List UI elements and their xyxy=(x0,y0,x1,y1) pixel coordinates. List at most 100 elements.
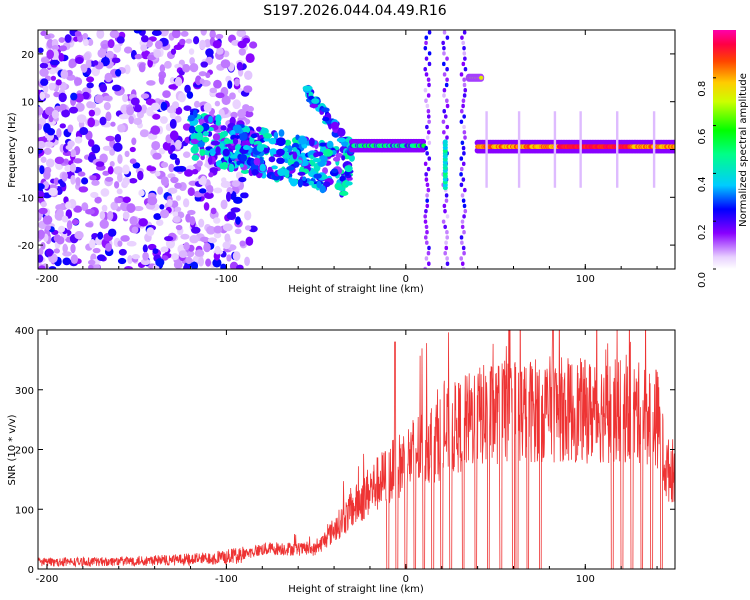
heatmap-cell xyxy=(245,236,254,246)
heatmap-cell xyxy=(71,219,80,226)
heatmap-cell xyxy=(220,180,231,189)
heatmap-cell xyxy=(425,124,429,130)
heatmap-cell xyxy=(276,157,285,165)
heatmap-cell xyxy=(460,140,465,146)
heatmap-cell xyxy=(461,198,466,203)
spectrogram-xtick-label: 100 xyxy=(576,274,595,285)
heatmap-cell xyxy=(321,107,330,113)
colorbar-tick-label: 0.0 xyxy=(697,272,708,288)
heatmap-cell xyxy=(462,214,466,219)
heatmap-cell xyxy=(200,236,209,243)
heatmap-cell xyxy=(83,52,91,61)
heatmap-cell xyxy=(445,235,450,240)
heatmap-cell xyxy=(117,257,127,265)
heatmap-cell xyxy=(158,74,165,85)
heatmap-cell xyxy=(215,146,221,155)
heatmap-cell xyxy=(210,207,217,215)
heatmap-cell xyxy=(253,157,261,166)
heatmap-cell xyxy=(461,98,466,103)
heatmap-cell xyxy=(65,201,72,209)
heatmap-cell xyxy=(245,53,255,64)
heatmap-cell xyxy=(236,30,247,38)
heatmap-cell xyxy=(198,177,207,186)
heatmap-cell xyxy=(215,114,222,123)
heatmap-cell xyxy=(99,116,107,126)
heatmap-cell xyxy=(200,30,207,36)
heatmap-cell xyxy=(49,59,60,66)
heatmap-cell xyxy=(190,138,200,145)
heatmap-cell xyxy=(462,251,466,256)
heatmap-cell xyxy=(427,61,432,67)
heatmap-cell xyxy=(331,168,338,174)
snr-xtick-label: -200 xyxy=(36,574,59,585)
heatmap-cell xyxy=(89,175,97,181)
heatmap-cell xyxy=(427,245,431,251)
heatmap-cell xyxy=(48,82,56,91)
heatmap-cell xyxy=(56,208,64,218)
heatmap-cell xyxy=(199,148,206,157)
heatmap-cell xyxy=(201,136,210,143)
heatmap-cell xyxy=(259,163,266,172)
heatmap-cell xyxy=(339,175,346,182)
heatmap-cell xyxy=(268,156,276,163)
heatmap-cell xyxy=(38,147,43,155)
heatmap-cell xyxy=(96,30,105,39)
heatmap-cell xyxy=(220,199,228,210)
heatmap-cell xyxy=(38,265,46,269)
chart-title: S197.2026.044.04.49.R16 xyxy=(263,3,446,19)
heatmap-cell xyxy=(444,82,449,88)
heatmap-cell xyxy=(445,77,449,82)
heatmap-cell xyxy=(58,225,66,233)
heatmap-cell xyxy=(442,109,447,114)
heatmap-cell xyxy=(423,161,428,167)
heatmap-cell xyxy=(194,124,204,133)
heatmap-cell xyxy=(222,241,231,250)
heatmap-cell xyxy=(87,117,96,128)
heatmap-cell xyxy=(427,82,431,88)
heatmap-cell xyxy=(204,192,214,199)
heatmap-cell xyxy=(182,64,191,73)
heatmap-cell xyxy=(40,57,50,64)
heatmap-cell xyxy=(339,190,349,197)
heatmap-cell xyxy=(70,243,76,254)
heatmap-cell xyxy=(209,30,216,39)
heatmap-cell xyxy=(160,176,169,187)
heatmap-cell xyxy=(105,111,112,122)
heatmap-cell xyxy=(445,56,449,61)
heatmap-cell xyxy=(337,186,346,191)
heatmap-cell xyxy=(210,140,221,146)
heatmap-cell xyxy=(268,137,277,145)
heatmap-cell xyxy=(424,98,428,103)
heatmap-cell xyxy=(48,68,56,75)
heatmap-cell xyxy=(169,118,177,129)
heatmap-cell xyxy=(425,103,430,109)
heatmap-cell xyxy=(297,178,303,188)
heatmap-cell xyxy=(198,71,207,77)
heatmap-cell xyxy=(671,139,675,146)
heatmap-cell xyxy=(463,187,467,193)
heatmap-cell xyxy=(39,91,46,101)
heatmap-cell xyxy=(43,147,52,155)
heatmap-cell xyxy=(445,103,450,109)
heatmap-cell xyxy=(114,181,120,189)
heatmap-cell xyxy=(200,154,205,161)
heatmap-cell xyxy=(442,72,447,77)
heatmap-cell xyxy=(102,145,112,151)
heatmap-cell xyxy=(424,224,429,230)
heatmap-cell xyxy=(99,83,108,93)
heatmap-cell xyxy=(75,56,84,65)
colorbar-ticks: 0.0 0.2 0.4 0.6 0.8 xyxy=(697,77,716,288)
heatmap-cell xyxy=(74,77,83,86)
heatmap-cell xyxy=(85,222,94,228)
heatmap-cell xyxy=(68,106,79,114)
heatmap-cell xyxy=(152,152,162,160)
heatmap-cell xyxy=(62,243,68,254)
heatmap-cell xyxy=(219,163,227,170)
heatmap-cell xyxy=(308,137,315,147)
heatmap-cell xyxy=(463,66,468,72)
heatmap-cell xyxy=(462,51,467,56)
heatmap-cell xyxy=(461,266,466,269)
heatmap-cell xyxy=(426,166,431,172)
heatmap-cell xyxy=(427,51,432,56)
